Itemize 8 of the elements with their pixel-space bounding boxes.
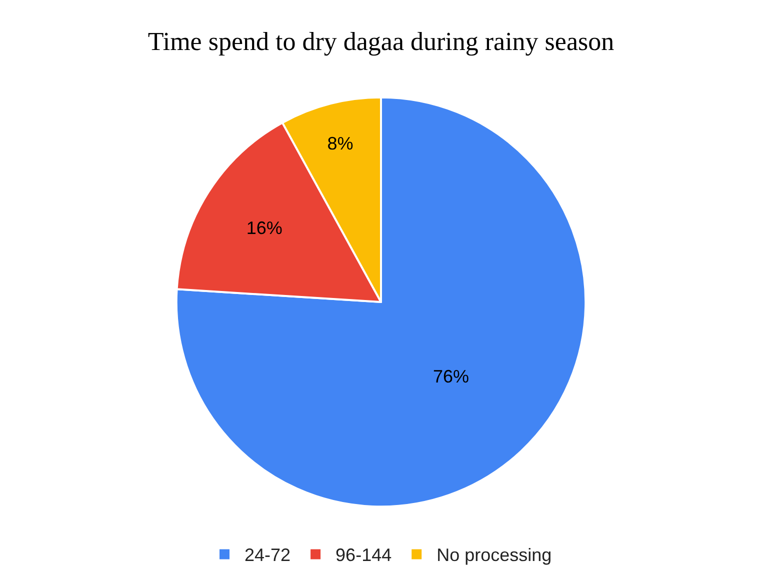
data-label: 8% <box>327 133 354 154</box>
chart-title: Time spend to dry dagaa during rainy season <box>148 26 614 56</box>
pie-slice <box>176 96 587 508</box>
data-label: 76% <box>433 366 470 387</box>
data-label: 16% <box>246 218 282 238</box>
legend-label: 24-72 <box>244 545 291 566</box>
legend-label: No processing <box>436 545 552 566</box>
legend-label: 96-144 <box>336 545 392 566</box>
